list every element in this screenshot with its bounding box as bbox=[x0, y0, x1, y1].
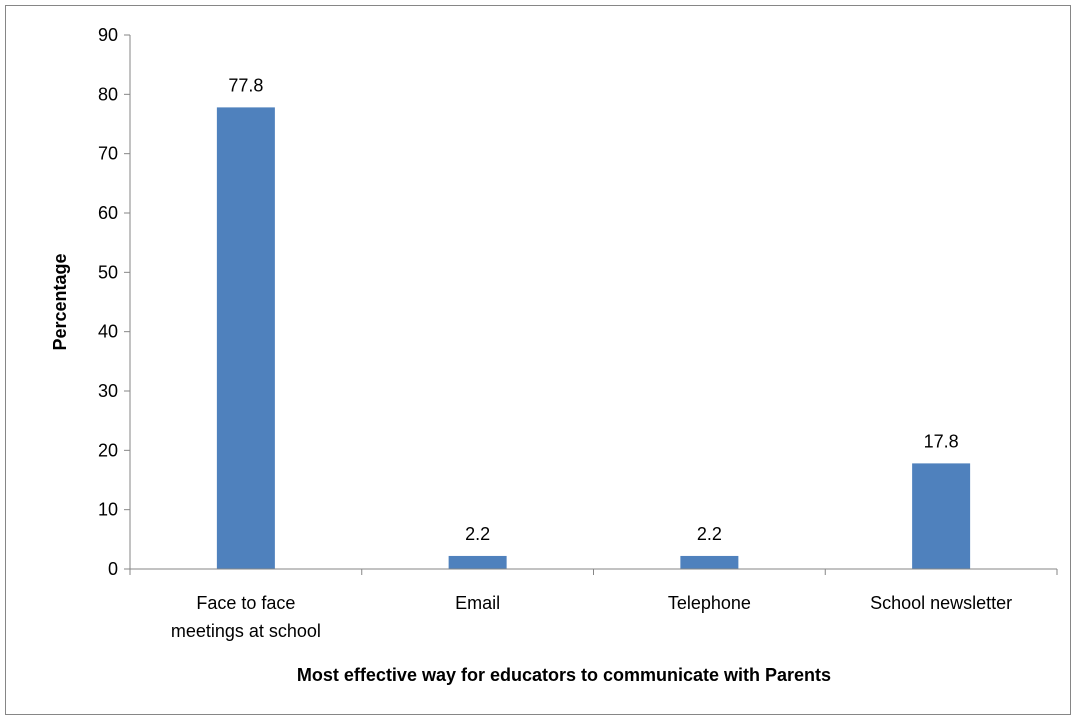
y-tick-label: 90 bbox=[98, 25, 118, 45]
y-tick-label: 40 bbox=[98, 322, 118, 342]
x-tick-label: meetings at school bbox=[171, 621, 321, 641]
data-label: 2.2 bbox=[697, 524, 722, 544]
data-label: 77.8 bbox=[228, 75, 263, 95]
x-tick-label: Telephone bbox=[668, 593, 751, 613]
x-tick-label: Email bbox=[455, 593, 500, 613]
y-tick-label: 10 bbox=[98, 500, 118, 520]
y-tick-label: 80 bbox=[98, 84, 118, 104]
data-label: 2.2 bbox=[465, 524, 490, 544]
data-label: 17.8 bbox=[924, 431, 959, 451]
bar bbox=[448, 555, 507, 569]
x-tick-label: Face to face bbox=[196, 593, 295, 613]
y-tick-label: 20 bbox=[98, 440, 118, 460]
chart-frame bbox=[5, 5, 1071, 715]
y-tick-label: 30 bbox=[98, 381, 118, 401]
y-axis-ticks: 0 10 20 30 40 50 60 70 80 90 bbox=[98, 25, 130, 579]
bar bbox=[680, 555, 739, 569]
x-axis-tick-labels: Face to face meetings at school Email Telep… bbox=[129, 569, 1058, 641]
y-tick-label: 70 bbox=[98, 144, 118, 164]
y-tick-label: 0 bbox=[108, 559, 118, 579]
y-tick-label: 60 bbox=[98, 203, 118, 223]
y-axis-title: Percentage bbox=[50, 253, 70, 350]
x-axis-title: Most effective way for educators to comm… bbox=[297, 665, 831, 685]
x-tick-label: School newsletter bbox=[870, 593, 1012, 613]
bars: 77.8 2.2 2.2 17.8 bbox=[216, 75, 971, 570]
y-tick-label: 50 bbox=[98, 262, 118, 282]
bar bbox=[912, 463, 971, 569]
bar bbox=[216, 107, 275, 570]
